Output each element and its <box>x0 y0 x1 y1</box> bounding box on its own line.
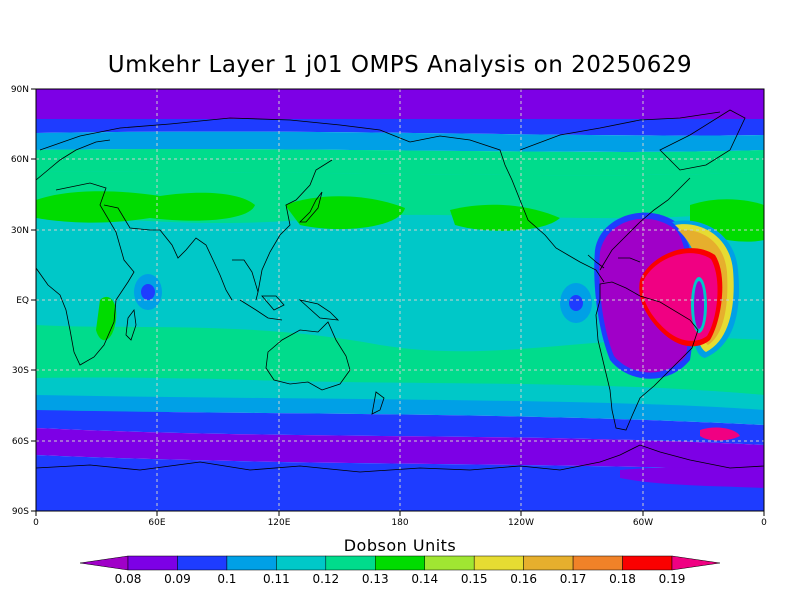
y-tick-60s: 60S <box>12 437 29 447</box>
colorbar-tick-label: 0.1 <box>217 572 236 586</box>
colorbar-tick-label: 0.18 <box>609 572 636 586</box>
x-tick-60w: 60W <box>633 518 653 528</box>
antarctic-anomaly <box>700 427 740 441</box>
colorbar-segment <box>473 555 524 571</box>
colorbar-tick-label: 0.12 <box>312 572 339 586</box>
colorbar-segment <box>276 555 327 571</box>
low-indian-ocean-inner <box>141 284 155 300</box>
colorbar-segment <box>177 555 228 571</box>
y-tick-60n: 60N <box>11 155 29 165</box>
x-tick-0-right: 0 <box>761 518 767 528</box>
x-tick-180: 180 <box>391 518 408 528</box>
colorbar-tick-label: 0.16 <box>510 572 537 586</box>
graticule <box>36 89 764 511</box>
coastlines <box>36 109 764 473</box>
high-pacific-north <box>285 196 405 230</box>
band-antarctic-purple <box>620 467 764 488</box>
colorbar-tick-label: 0.09 <box>164 572 191 586</box>
colorbar: 0.08 0.09 0.1 0.11 0.12 0.13 0.14 0.15 0.16 0.17 0… <box>79 555 721 586</box>
y-tick-30n: 30N <box>11 226 29 236</box>
y-tick-30s: 30S <box>12 366 29 376</box>
y-tick-eq: EQ <box>16 296 29 306</box>
colorbar-segment <box>325 555 376 571</box>
y-tick-90s: 90S <box>12 507 29 517</box>
colorbar-tick-label: 0.11 <box>263 572 290 586</box>
y-axis-labels: 90N 60N 30N EQ 30S 60S 90S <box>11 85 29 517</box>
band-antarctic-blue <box>36 455 764 511</box>
colorbar-segment <box>572 555 623 571</box>
y-tick-90n: 90N <box>11 85 29 95</box>
colorbar-tick-label: 0.19 <box>659 572 686 586</box>
high-eurasia <box>36 191 255 223</box>
colorbar-segment <box>226 555 277 571</box>
ozone-field <box>36 89 764 511</box>
colorbar-segment <box>127 555 178 571</box>
low-pacific-east-inner <box>569 295 583 311</box>
colorbar-tick-label: 0.13 <box>362 572 389 586</box>
colorbar-tick-label: 0.08 <box>115 572 142 586</box>
band-north-cyan <box>36 131 764 152</box>
colorbar-tick-label: 0.17 <box>560 572 587 586</box>
colorbar-segment-under <box>79 555 129 571</box>
chart-title: Umkehr Layer 1 j01 OMPS Analysis on 2025… <box>107 52 693 78</box>
colorbar-segment-over <box>671 555 721 571</box>
colorbar-segment <box>424 555 475 571</box>
x-tick-120e: 120E <box>268 518 291 528</box>
x-tick-60e: 60E <box>148 518 165 528</box>
x-tick-0-left: 0 <box>33 518 39 528</box>
colorbar-segment <box>622 555 673 571</box>
colorbar-tick-label: 0.15 <box>461 572 488 586</box>
x-axis-labels: 0 60E 120E 180 120W 60W 0 <box>33 518 767 528</box>
tick-marks <box>31 88 765 516</box>
colorbar-segment <box>375 555 425 571</box>
band-south-teal <box>36 377 764 410</box>
south-america-anomaly <box>594 212 740 379</box>
colorbar-units-label: Dobson Units <box>343 536 457 555</box>
colorbar-tick-label: 0.14 <box>411 572 438 586</box>
x-tick-120w: 120W <box>508 518 534 528</box>
colorbar-segment <box>523 555 574 571</box>
